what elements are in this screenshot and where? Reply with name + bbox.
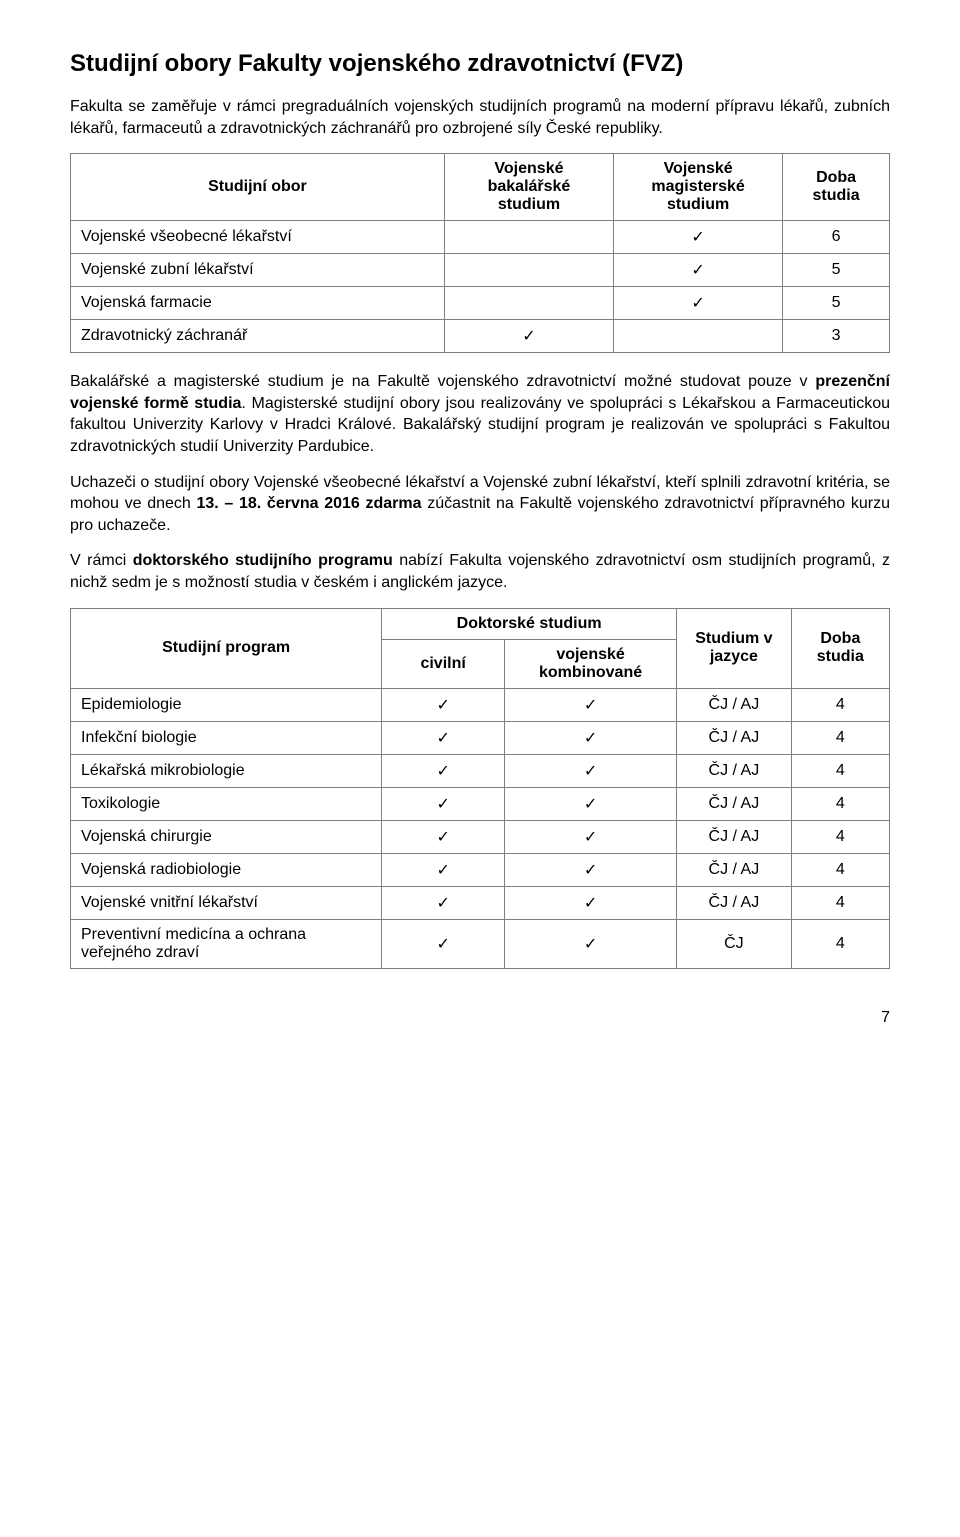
th-obor: Studijní obor (71, 154, 445, 221)
cell-name: Preventivní medicína a ochrana veřejného… (71, 919, 382, 968)
cell-years: 4 (791, 886, 889, 919)
table-row: Vojenská farmacie ✓ 5 (71, 287, 890, 320)
cell-voj: ✓ (505, 886, 677, 919)
para2-bold: 13. – 18. června 2016 zdarma (196, 495, 421, 512)
programs-table-1: Studijní obor Vojenské bakalářské studiu… (70, 153, 890, 353)
cell-voj: ✓ (505, 754, 677, 787)
cell-civ: ✓ (382, 919, 505, 968)
paragraph-1: Bakalářské a magisterské studium je na F… (70, 371, 890, 457)
table-row: Zdravotnický záchranář ✓ 3 (71, 320, 890, 353)
cell-name: Zdravotnický záchranář (71, 320, 445, 353)
cell-voj: ✓ (505, 787, 677, 820)
th-doba2: Doba studia (791, 608, 889, 688)
cell-civ: ✓ (382, 853, 505, 886)
cell-voj: ✓ (505, 853, 677, 886)
page-title: Studijní obory Fakulty vojenského zdravo… (70, 50, 890, 78)
intro-paragraph: Fakulta se zaměřuje v rámci pregraduální… (70, 96, 890, 139)
cell-name: Epidemiologie (71, 688, 382, 721)
cell-name: Lékařská mikrobiologie (71, 754, 382, 787)
page-number: 7 (70, 1009, 890, 1027)
table-row: Preventivní medicína a ochrana veřejného… (71, 919, 890, 968)
table-row: Lékařská mikrobiologie ✓ ✓ ČJ / AJ 4 (71, 754, 890, 787)
cell-voj: ✓ (505, 820, 677, 853)
cell-years: 4 (791, 919, 889, 968)
cell-voj: ✓ (505, 919, 677, 968)
th-jazyk: Studium v jazyce (677, 608, 792, 688)
table-row: Infekční biologie ✓ ✓ ČJ / AJ 4 (71, 721, 890, 754)
para1-pre: Bakalářské a magisterské studium je na F… (70, 373, 815, 390)
cell-lang: ČJ / AJ (677, 820, 792, 853)
paragraph-3: V rámci doktorského studijního programu … (70, 550, 890, 593)
cell-years: 4 (791, 688, 889, 721)
cell-lang: ČJ / AJ (677, 754, 792, 787)
cell-voj: ✓ (505, 721, 677, 754)
cell-name: Toxikologie (71, 787, 382, 820)
th-bakalarske: Vojenské bakalářské studium (444, 154, 613, 221)
th-civilni: civilní (382, 639, 505, 688)
cell-lang: ČJ / AJ (677, 853, 792, 886)
cell-bak (444, 287, 613, 320)
th-doktorske: Doktorské studium (382, 608, 677, 639)
cell-years: 4 (791, 820, 889, 853)
page: Studijní obory Fakulty vojenského zdravo… (0, 0, 960, 1067)
table-row: Vojenské všeobecné lékařství ✓ 6 (71, 221, 890, 254)
programs-table-2: Studijní program Doktorské studium Studi… (70, 608, 890, 969)
cell-years: 4 (791, 721, 889, 754)
table-row: Vojenská chirurgie ✓ ✓ ČJ / AJ 4 (71, 820, 890, 853)
cell-bak (444, 254, 613, 287)
cell-years: 4 (791, 787, 889, 820)
cell-mag: ✓ (614, 287, 783, 320)
cell-lang: ČJ / AJ (677, 886, 792, 919)
th-magisterske: Vojenské magisterské studium (614, 154, 783, 221)
table-header-row: Studijní obor Vojenské bakalářské studiu… (71, 154, 890, 221)
para3-bold: doktorského studijního programu (133, 552, 393, 569)
cell-years: 4 (791, 754, 889, 787)
table-header-row: Studijní program Doktorské studium Studi… (71, 608, 890, 639)
cell-lang: ČJ (677, 919, 792, 968)
cell-name: Vojenské vnitřní lékařství (71, 886, 382, 919)
cell-name: Infekční biologie (71, 721, 382, 754)
cell-civ: ✓ (382, 787, 505, 820)
cell-lang: ČJ / AJ (677, 688, 792, 721)
cell-mag: ✓ (614, 221, 783, 254)
cell-mag: ✓ (614, 254, 783, 287)
para3-pre: V rámci (70, 552, 133, 569)
cell-years: 6 (783, 221, 890, 254)
cell-years: 3 (783, 320, 890, 353)
cell-civ: ✓ (382, 688, 505, 721)
table-row: Vojenské vnitřní lékařství ✓ ✓ ČJ / AJ 4 (71, 886, 890, 919)
th-vojenske: vojenské kombinované (505, 639, 677, 688)
cell-civ: ✓ (382, 820, 505, 853)
cell-civ: ✓ (382, 721, 505, 754)
cell-bak (444, 221, 613, 254)
cell-bak: ✓ (444, 320, 613, 353)
table-row: Toxikologie ✓ ✓ ČJ / AJ 4 (71, 787, 890, 820)
cell-lang: ČJ / AJ (677, 787, 792, 820)
cell-name: Vojenská farmacie (71, 287, 445, 320)
cell-voj: ✓ (505, 688, 677, 721)
cell-name: Vojenská radiobiologie (71, 853, 382, 886)
table-row: Epidemiologie ✓ ✓ ČJ / AJ 4 (71, 688, 890, 721)
cell-years: 5 (783, 254, 890, 287)
cell-name: Vojenské všeobecné lékařství (71, 221, 445, 254)
cell-civ: ✓ (382, 886, 505, 919)
cell-years: 4 (791, 853, 889, 886)
cell-lang: ČJ / AJ (677, 721, 792, 754)
cell-civ: ✓ (382, 754, 505, 787)
table-row: Vojenské zubní lékařství ✓ 5 (71, 254, 890, 287)
th-program: Studijní program (71, 608, 382, 688)
paragraph-2: Uchazeči o studijní obory Vojenské všeob… (70, 472, 890, 537)
table-row: Vojenská radiobiologie ✓ ✓ ČJ / AJ 4 (71, 853, 890, 886)
cell-name: Vojenská chirurgie (71, 820, 382, 853)
cell-name: Vojenské zubní lékařství (71, 254, 445, 287)
cell-mag (614, 320, 783, 353)
cell-years: 5 (783, 287, 890, 320)
th-doba: Doba studia (783, 154, 890, 221)
